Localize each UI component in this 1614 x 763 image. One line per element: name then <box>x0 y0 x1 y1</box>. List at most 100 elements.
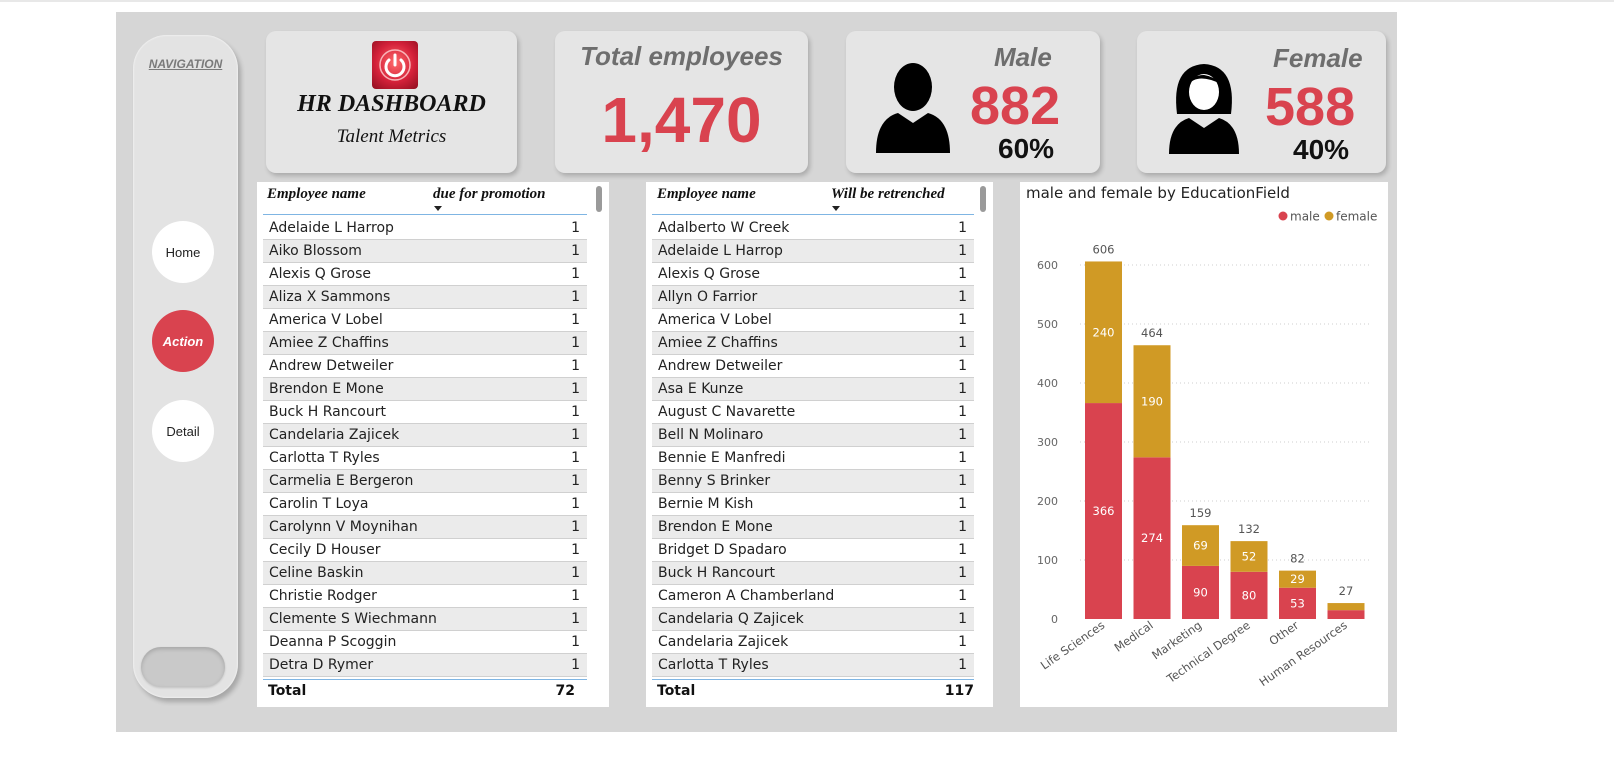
table-row[interactable]: Andrew Detweiler 1 <box>652 355 974 378</box>
employee-name: Detra D Rymer <box>269 657 374 673</box>
employee-name: Clemente S Wiechmann <box>269 611 437 627</box>
retrench-col-value[interactable]: Will be retrenched <box>831 186 945 202</box>
table-row[interactable]: Alexis Q Grose 1 <box>263 263 587 286</box>
table-row[interactable]: Adalberto W Creek 1 <box>652 217 974 240</box>
y-tick-label: 600 <box>1037 259 1058 272</box>
promotion-col-value[interactable]: due for promotion <box>433 186 546 202</box>
table-row[interactable]: Aliza X Sammons 1 <box>263 286 587 309</box>
navigation-panel: NAVIGATION Home Action Detail <box>133 35 238 698</box>
row-value: 1 <box>571 220 580 236</box>
table-row[interactable]: Adelaide L Harrop 1 <box>263 217 587 240</box>
x-tick-label: Human Resources <box>1257 618 1350 689</box>
table-row[interactable]: Carlotta T Ryles 1 <box>263 447 587 470</box>
employee-name: Bennie E Manfredi <box>658 450 786 466</box>
row-value: 1 <box>958 312 967 328</box>
employee-name: Buck H Rancourt <box>658 565 775 581</box>
top-divider <box>0 0 1614 2</box>
employee-name: Adelaide L Harrop <box>269 220 394 236</box>
detail-button[interactable]: Detail <box>152 400 214 462</box>
employee-name: Amiee Z Chaffins <box>658 335 778 351</box>
retrench-table: Employee name Will be retrenched Adalber… <box>646 182 993 707</box>
row-value: 1 <box>571 335 580 351</box>
sort-desc-icon[interactable] <box>832 206 840 211</box>
table-row[interactable]: Bernie M Kish 1 <box>652 493 974 516</box>
table-row[interactable]: America V Lobel 1 <box>652 309 974 332</box>
table-row[interactable]: Bridget D Spadaro 1 <box>652 539 974 562</box>
action-button[interactable]: Action <box>152 310 214 372</box>
employee-name: Carmelia E Bergeron <box>269 473 414 489</box>
promotion-scrollbar[interactable] <box>596 186 602 212</box>
y-tick-label: 200 <box>1037 495 1058 508</box>
table-row[interactable]: Brendon E Mone 1 <box>652 516 974 539</box>
table-row[interactable]: Buck H Rancourt 1 <box>263 401 587 424</box>
table-row[interactable]: Amiee Z Chaffins 1 <box>263 332 587 355</box>
table-row[interactable]: Candelaria Zajicek 1 <box>263 424 587 447</box>
promotion-total-value: 72 <box>555 683 575 699</box>
table-row[interactable]: Asa E Kunze 1 <box>652 378 974 401</box>
male-person-icon <box>874 61 952 157</box>
sort-desc-icon[interactable] <box>434 206 442 211</box>
employee-name: Alexis Q Grose <box>269 266 371 282</box>
table-row[interactable]: Clemente S Wiechmann 1 <box>263 608 587 631</box>
table-row[interactable]: Detra D Rymer 1 <box>263 654 587 677</box>
bar-segment-female <box>1182 525 1219 566</box>
table-row[interactable]: Benny S Brinker 1 <box>652 470 974 493</box>
table-row[interactable]: Buck H Rancourt 1 <box>652 562 974 585</box>
row-value: 1 <box>571 404 580 420</box>
table-row[interactable]: Deanna P Scoggin 1 <box>263 631 587 654</box>
header-card: HR DASHBOARD Talent Metrics <box>266 31 517 173</box>
table-row[interactable]: Allyn O Farrior 1 <box>652 286 974 309</box>
nav-pill-button[interactable] <box>141 647 225 687</box>
table-row[interactable]: Bennie E Manfredi 1 <box>652 447 974 470</box>
table-row[interactable]: Adelaide L Harrop 1 <box>652 240 974 263</box>
row-value: 1 <box>571 611 580 627</box>
table-row[interactable]: Cecily D Houser 1 <box>263 539 587 562</box>
table-row[interactable]: Celine Baskin 1 <box>263 562 587 585</box>
table-row[interactable]: Carlotta T Ryles 1 <box>652 654 974 677</box>
bar-segment-female <box>1230 541 1268 572</box>
employee-name: Candelaria Zajicek <box>269 427 400 443</box>
table-row[interactable]: Bell N Molinaro 1 <box>652 424 974 447</box>
table-row[interactable]: Candelaria Zajicek 1 <box>652 631 974 654</box>
table-row[interactable]: Christie Rodger 1 <box>263 585 587 608</box>
data-label: 80 <box>1242 588 1257 602</box>
employee-name: Carolynn V Moynihan <box>269 519 418 535</box>
chart-title: male and female by EducationField <box>1026 184 1290 202</box>
table-row[interactable]: America V Lobel 1 <box>263 309 587 332</box>
female-value: 588 <box>1265 77 1356 137</box>
employee-name: Bell N Molinaro <box>658 427 764 443</box>
promotion-col-name[interactable]: Employee name <box>267 186 366 202</box>
table-row[interactable]: August C Navarette 1 <box>652 401 974 424</box>
x-tick-label: Technical Degree <box>1163 618 1252 686</box>
total-divider <box>652 679 974 680</box>
table-row[interactable]: Brendon E Mone 1 <box>263 378 587 401</box>
row-value: 1 <box>958 266 967 282</box>
table-row[interactable]: Andrew Detweiler 1 <box>263 355 587 378</box>
table-row[interactable]: Carmelia E Bergeron 1 <box>263 470 587 493</box>
male-label: Male <box>994 42 1052 72</box>
table-row[interactable]: Candelaria Q Zajicek 1 <box>652 608 974 631</box>
table-row[interactable]: Aiko Blossom 1 <box>263 240 587 263</box>
row-value: 1 <box>958 588 967 604</box>
table-row[interactable]: Alexis Q Grose 1 <box>652 263 974 286</box>
y-tick-label: 400 <box>1037 377 1058 390</box>
employee-name: Allyn O Farrior <box>658 289 758 305</box>
retrench-col-name[interactable]: Employee name <box>657 186 756 202</box>
legend-label: male <box>1290 210 1320 224</box>
row-value: 1 <box>958 519 967 535</box>
total-label: 606 <box>1093 242 1115 256</box>
employee-name: America V Lobel <box>658 312 772 328</box>
education-chart-panel: male and female by EducationField 0 100 20… <box>1020 182 1388 707</box>
home-button[interactable]: Home <box>152 221 214 283</box>
total-employees-value: 1,470 <box>601 84 762 156</box>
retrench-scrollbar[interactable] <box>980 186 986 212</box>
table-row[interactable]: Carolin T Loya 1 <box>263 493 587 516</box>
table-row[interactable]: Amiee Z Chaffins 1 <box>652 332 974 355</box>
table-row[interactable]: Cameron A Chamberland 1 <box>652 585 974 608</box>
y-tick-label: 0 <box>1051 613 1058 626</box>
data-label: 240 <box>1093 325 1115 339</box>
table-row[interactable]: Carolynn V Moynihan 1 <box>263 516 587 539</box>
row-value: 1 <box>958 404 967 420</box>
row-value: 1 <box>958 335 967 351</box>
female-card: Female 588 40% <box>1137 31 1386 173</box>
